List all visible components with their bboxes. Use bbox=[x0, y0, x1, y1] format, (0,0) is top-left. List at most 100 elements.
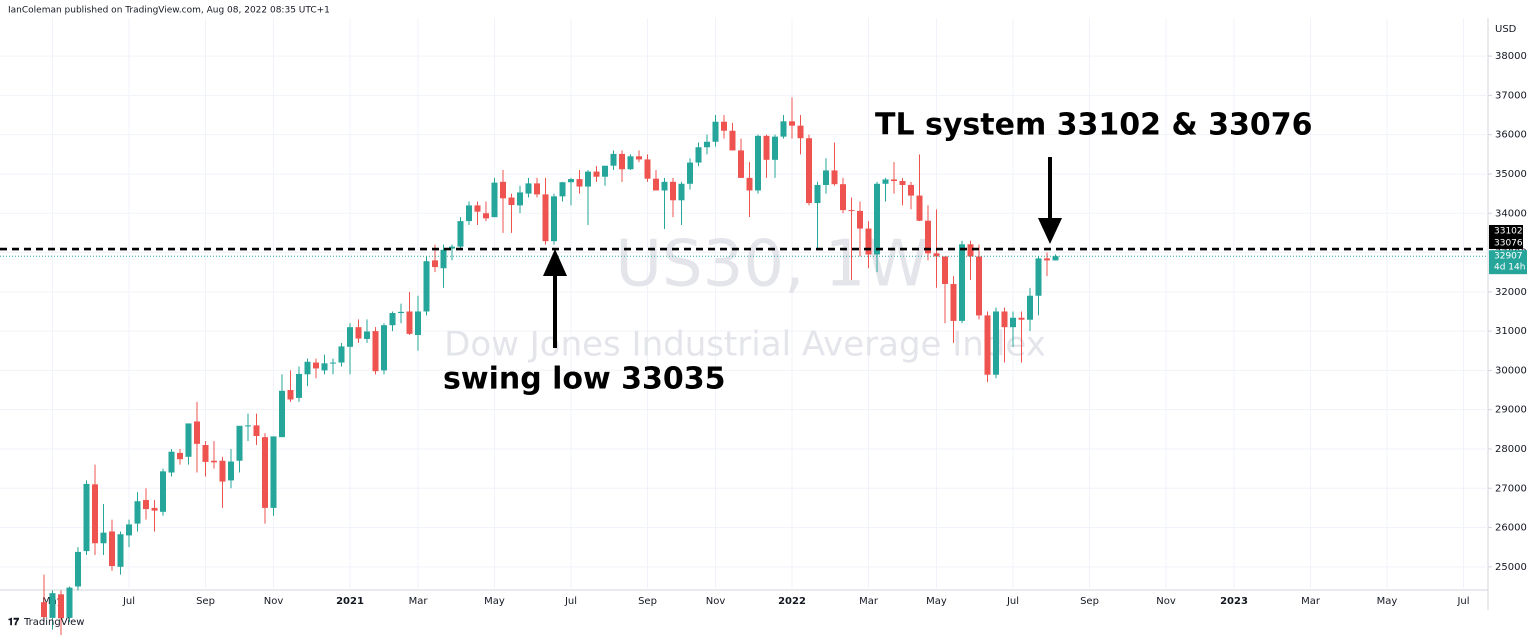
candle-body bbox=[92, 484, 98, 544]
candle-body bbox=[695, 147, 702, 163]
candle-body bbox=[746, 177, 753, 191]
x-tick-label: Jul bbox=[1006, 596, 1019, 607]
candle-body bbox=[797, 125, 804, 139]
brand-name: TradingView bbox=[23, 617, 84, 628]
candle-body bbox=[738, 150, 744, 178]
candle-body bbox=[967, 244, 974, 257]
candle-body bbox=[330, 362, 336, 364]
price-axis: 25000 26000 27000 28000 29000 30000 31000 32000… bbox=[1488, 51, 1527, 573]
candle-body bbox=[704, 141, 710, 148]
y-tick-label: 36000 bbox=[1495, 130, 1527, 141]
candle-body bbox=[364, 331, 370, 339]
candle-body bbox=[525, 183, 532, 194]
candle-body bbox=[610, 153, 617, 166]
candle-body bbox=[840, 184, 846, 211]
level-tag-label: 33102 bbox=[1494, 227, 1523, 237]
candle-body bbox=[925, 220, 931, 254]
x-tick-label: Mar bbox=[859, 596, 879, 607]
candle-body bbox=[49, 593, 56, 618]
x-tick-label: Nov bbox=[264, 596, 284, 607]
arrow-head bbox=[543, 249, 567, 276]
x-tick-label: Sep bbox=[196, 596, 215, 607]
candle-body bbox=[984, 315, 991, 375]
candle-body bbox=[219, 460, 226, 482]
candle-body bbox=[126, 524, 132, 536]
last-price-tag bbox=[1489, 250, 1527, 275]
y-tick-label: 29000 bbox=[1495, 405, 1527, 416]
candle-body bbox=[185, 423, 192, 457]
y-tick-label: 38000 bbox=[1495, 51, 1527, 62]
y-tick-label: 34000 bbox=[1495, 208, 1527, 219]
candle-body bbox=[202, 445, 209, 462]
candle-body bbox=[449, 246, 455, 249]
candle-body bbox=[457, 221, 464, 247]
y-tick-label: 31000 bbox=[1495, 326, 1527, 337]
candle-body bbox=[653, 178, 659, 191]
candle-body bbox=[355, 327, 362, 339]
candle-body bbox=[423, 261, 430, 312]
y-tick-label: 30000 bbox=[1495, 365, 1527, 376]
watermark-subtitle: Dow Jones Industrial Average Index bbox=[444, 325, 1046, 365]
candle-body bbox=[1052, 256, 1059, 261]
candle-body bbox=[287, 390, 294, 400]
candle-body bbox=[942, 256, 948, 284]
candle-body bbox=[168, 451, 175, 473]
y-tick-label: 26000 bbox=[1495, 523, 1527, 534]
candle-body bbox=[279, 390, 285, 438]
candle-body bbox=[874, 183, 880, 255]
candle-body bbox=[1044, 258, 1050, 261]
candle-body bbox=[559, 182, 566, 197]
candle-body bbox=[483, 213, 489, 219]
candle-body bbox=[134, 501, 141, 524]
x-tick-label: Nov bbox=[1156, 596, 1176, 607]
candle-body bbox=[117, 534, 124, 567]
candle-body bbox=[109, 531, 115, 567]
candle-body bbox=[66, 587, 73, 618]
candle-body bbox=[296, 373, 302, 398]
candle-body bbox=[143, 500, 149, 510]
candle-body bbox=[763, 135, 770, 160]
candle-body bbox=[857, 210, 863, 229]
y-tick-label: 37000 bbox=[1495, 90, 1527, 101]
x-tick-label: May bbox=[484, 596, 505, 607]
candle-body bbox=[814, 184, 821, 204]
candle-body bbox=[636, 156, 642, 160]
x-tick-label: 2022 bbox=[778, 596, 806, 607]
candle-body bbox=[933, 253, 940, 257]
candle-body bbox=[585, 171, 591, 187]
candle-body bbox=[228, 461, 234, 481]
candle-body bbox=[372, 331, 379, 372]
brand: 𝟏𝟕 TradingView bbox=[8, 617, 84, 628]
candle-body bbox=[627, 156, 634, 170]
plot bbox=[0, 97, 1488, 635]
candle-body bbox=[959, 244, 965, 321]
candle-body bbox=[993, 311, 999, 375]
x-tick-label: Mar bbox=[1301, 596, 1321, 607]
candle-body bbox=[517, 192, 523, 206]
candle-body bbox=[466, 205, 472, 222]
candle-body bbox=[321, 363, 328, 371]
candle-body bbox=[848, 210, 855, 212]
candle-body bbox=[83, 483, 90, 552]
candle-body bbox=[398, 311, 404, 314]
candle-body bbox=[891, 179, 897, 182]
x-tick-label: Sep bbox=[1080, 596, 1099, 607]
candle-body bbox=[780, 121, 787, 137]
level-tag-label: 33076 bbox=[1494, 239, 1523, 249]
candle-body bbox=[100, 532, 107, 544]
candle-body bbox=[678, 183, 685, 201]
arrow bbox=[1038, 157, 1062, 244]
candle-body bbox=[712, 121, 719, 142]
candle-body bbox=[865, 228, 872, 255]
candle-body bbox=[236, 425, 243, 461]
candle-body bbox=[687, 162, 693, 184]
candle-body bbox=[58, 594, 64, 619]
candle-body bbox=[406, 311, 413, 334]
x-tick-label: May bbox=[1377, 596, 1398, 607]
candle-body bbox=[194, 421, 200, 444]
x-tick-label: 2023 bbox=[1220, 596, 1248, 607]
candle-body bbox=[262, 437, 268, 508]
x-tick-label: 2021 bbox=[336, 596, 364, 607]
x-tick-label: May bbox=[926, 596, 947, 607]
